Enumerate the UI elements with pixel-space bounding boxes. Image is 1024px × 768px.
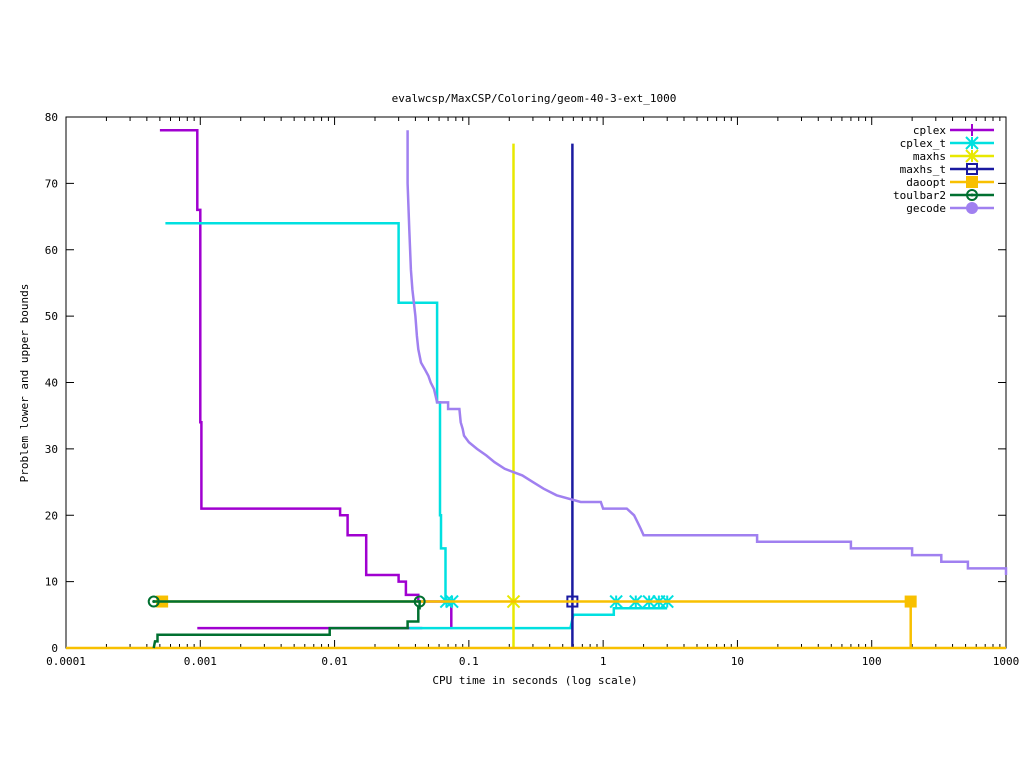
legend-marker [966,202,978,214]
legend-label: daoopt [906,176,946,189]
x-tick-label: 0.01 [321,655,348,668]
y-tick-label: 60 [45,244,58,257]
legend-label: maxhs [913,150,946,163]
x-tick-label: 100 [862,655,882,668]
x-tick-label: 0.001 [184,655,217,668]
series-maxhs [506,143,521,648]
x-axis-label: CPU time in seconds (log scale) [432,674,637,687]
legend-label: toulbar2 [893,189,946,202]
x-axis-ticks: 0.0001 0.001 0.01 0.1 1 10 100 1000 [46,117,1019,668]
data-point-marker [413,595,426,608]
x-tick-label: 0.0001 [46,655,86,668]
series-line [406,130,1008,575]
series-line [152,601,421,649]
series-daoopt [66,595,1006,650]
y-axis-label: Problem lower and upper bounds [18,284,31,483]
legend: cplexcplex_tmaxhsmaxhs_tdaoopttoulbar2ge… [893,124,994,215]
x-tick-label: 1000 [993,655,1020,668]
data-point-marker [147,595,160,608]
x-tick-label: 0.1 [459,655,479,668]
legend-label: cplex [913,124,946,137]
legend-label: cplex_t [900,137,946,150]
legend-marker [966,163,978,175]
series-gecode [406,130,1008,575]
legend-marker [966,124,978,136]
series-line [409,606,668,630]
legend-label: maxhs_t [900,163,946,176]
data-point-marker [904,595,917,608]
legend-marker [965,149,979,163]
axes [65,116,1007,649]
series-line [153,600,912,648]
legend-marker [966,176,978,188]
legend-label: gecode [906,202,946,215]
y-tick-label: 50 [45,310,58,323]
legend-marker [966,189,978,201]
y-tick-label: 0 [51,642,58,655]
y-tick-label: 40 [45,377,58,390]
plot-area [66,129,1008,650]
y-tick-label: 80 [45,111,58,124]
series-line [159,129,453,629]
y-tick-label: 10 [45,576,58,589]
series-maxhs-t [566,143,579,648]
series-cplex-t [165,221,674,630]
y-axis-ticks: 0 10 20 30 40 50 60 70 80 [45,111,1006,655]
y-tick-label: 70 [45,177,58,190]
y-tick-label: 20 [45,509,58,522]
plot-frame [65,116,1007,649]
series-toulbar2 [147,595,426,649]
legend-marker [965,136,979,150]
x-tick-label: 1 [600,655,607,668]
chart-title: evalwcsp/MaxCSP/Coloring/geom-40-3-ext_1… [392,92,677,105]
series-line [165,221,453,603]
x-tick-label: 10 [731,655,744,668]
y-tick-label: 30 [45,443,58,456]
